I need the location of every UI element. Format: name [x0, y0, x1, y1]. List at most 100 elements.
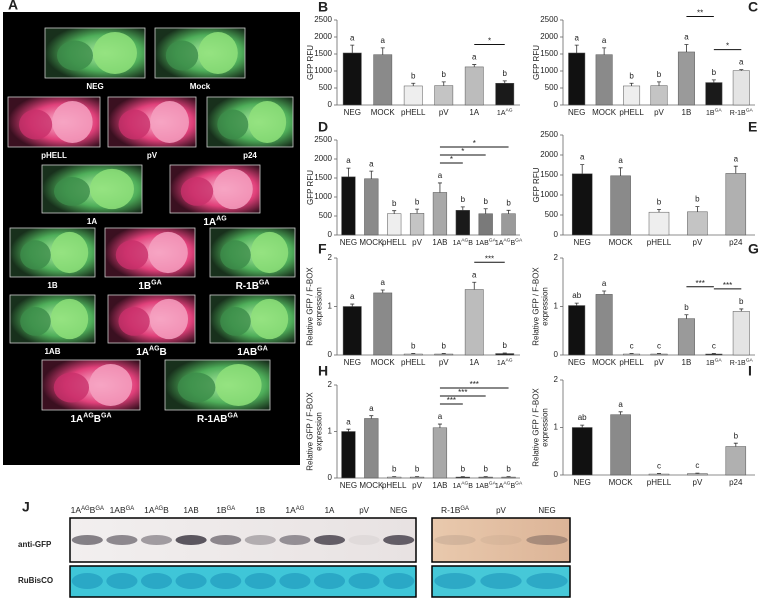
- error-bar: [472, 282, 476, 289]
- bar: [568, 53, 584, 105]
- gfp-band: [279, 535, 310, 545]
- bar: [435, 354, 453, 355]
- panel-letter: H: [318, 363, 328, 379]
- leaf: [57, 41, 93, 71]
- label-part: R-1B: [730, 110, 746, 117]
- photo-label: 1A: [87, 217, 97, 226]
- bar: [433, 428, 447, 478]
- error-bar: [602, 48, 606, 55]
- gfp-band: [210, 535, 241, 545]
- x-tick-label: pV: [654, 108, 664, 117]
- leaf: [148, 232, 188, 273]
- significance-stars: ***: [723, 281, 732, 290]
- y-axis-label: expression: [541, 408, 550, 447]
- error-bar: [575, 303, 579, 305]
- y-tick-label: 0: [328, 230, 333, 239]
- y-tick-label: 2000: [314, 32, 332, 41]
- panel-letter: D: [318, 119, 328, 135]
- label-part: 1A: [285, 505, 296, 515]
- x-tick-label: pV: [693, 478, 703, 487]
- label-part: B: [160, 347, 167, 358]
- significance-letter: a: [381, 36, 386, 45]
- bar: [649, 212, 669, 235]
- y-axis-label: Relative GFP / F-BOX: [532, 267, 541, 346]
- lane-label: 1AAGBGA: [71, 505, 104, 515]
- rubisco-band: [434, 573, 475, 589]
- label-part: GA: [259, 279, 270, 286]
- panel-letter: J: [22, 499, 30, 515]
- x-tick-label: pHELL: [647, 238, 672, 247]
- y-tick-label: 500: [319, 83, 333, 92]
- y-axis-label: expression: [315, 412, 324, 451]
- label-part: AG: [149, 345, 160, 352]
- significance-letter: a: [346, 417, 351, 426]
- bar: [433, 192, 447, 235]
- significance-letter: a: [438, 171, 443, 180]
- bar: [465, 67, 483, 105]
- y-tick-label: 2: [328, 380, 333, 389]
- photo-label: 1AB: [44, 347, 60, 356]
- bar: [479, 477, 493, 478]
- gfp-band: [480, 535, 521, 545]
- bar: [733, 71, 749, 105]
- significance-letter: a: [739, 58, 744, 67]
- x-tick-label: 1AAGB: [453, 238, 474, 247]
- significance-stars: *: [450, 155, 453, 164]
- bar: [364, 179, 378, 235]
- bar: [611, 176, 631, 235]
- x-tick-label: MOCK: [592, 108, 617, 117]
- gfp-band: [314, 535, 345, 545]
- gfp-band: [176, 535, 207, 545]
- error-bar: [684, 315, 688, 319]
- label-part: 1B: [706, 110, 715, 117]
- significance-letter: b: [657, 70, 662, 79]
- bar: [733, 311, 749, 355]
- rubisco-band: [383, 573, 414, 589]
- y-tick-label: 1000: [540, 66, 558, 75]
- bar: [502, 477, 516, 478]
- x-tick-label: 1AAGBGA: [495, 238, 523, 247]
- significance-stars: *: [726, 42, 729, 51]
- x-tick-label: 1AAGBGA: [495, 481, 523, 490]
- rubisco-band: [314, 573, 345, 589]
- bar: [596, 294, 612, 355]
- label-part: R-1AB: [197, 414, 228, 425]
- y-tick-label: 1500: [314, 173, 332, 182]
- leaf: [54, 373, 89, 403]
- significance-letter: a: [618, 400, 623, 409]
- y-tick-label: 1500: [540, 170, 558, 179]
- label-part: GA: [460, 506, 469, 512]
- error-bar: [734, 443, 738, 446]
- gfp-band: [526, 535, 567, 545]
- bar: [496, 83, 514, 105]
- x-tick-label: NEG: [340, 238, 357, 247]
- x-tick-label: 1AAG: [497, 108, 513, 117]
- significance-letter: b: [503, 341, 508, 350]
- x-tick-label: pV: [654, 358, 664, 367]
- leaf: [116, 240, 148, 269]
- y-tick-label: 500: [545, 83, 559, 92]
- rubisco-band: [106, 573, 137, 589]
- bar: [456, 210, 470, 235]
- bar: [342, 432, 356, 479]
- significance-letter: b: [712, 68, 717, 77]
- significance-stars: *: [473, 139, 476, 148]
- y-axis-label: GFP RFU: [532, 167, 541, 202]
- label-part: GA: [126, 506, 135, 512]
- bar: [572, 428, 592, 476]
- x-tick-label: pHELL: [382, 481, 407, 490]
- error-bar: [438, 424, 442, 428]
- panel-letter: G: [748, 241, 759, 257]
- label-part: 1A: [70, 414, 83, 425]
- rubisco-band: [245, 573, 276, 589]
- lane-label: 1ABGA: [110, 505, 135, 515]
- leaf: [220, 307, 251, 336]
- bar: [465, 290, 483, 355]
- label-part: GA: [257, 345, 268, 352]
- photo-label: pV: [147, 151, 158, 160]
- label-part: 1A: [71, 505, 82, 515]
- x-tick-label: MOCK: [592, 358, 617, 367]
- bar: [496, 354, 514, 355]
- gfp-band: [106, 535, 137, 545]
- significance-letter: c: [695, 461, 699, 470]
